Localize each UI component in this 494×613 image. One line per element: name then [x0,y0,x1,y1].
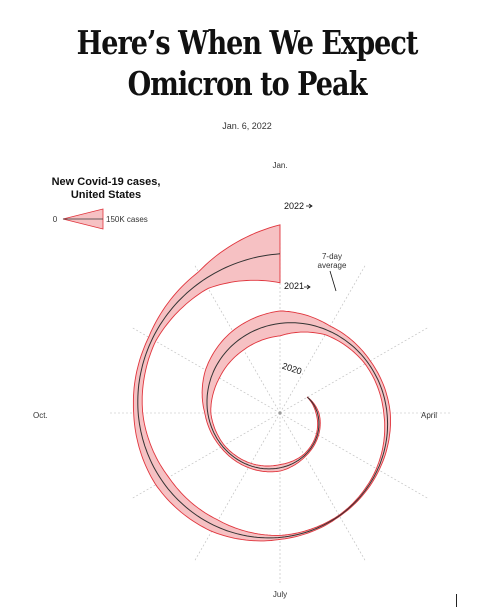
legend-min-label: 0 [53,215,58,224]
annotation-leader [329,270,337,292]
legend-wedge: 0 150K cases [53,208,148,230]
annotation-line2: average [318,261,347,270]
year-label-2021: 2021 [284,281,304,291]
year-arrow-2022 [306,203,313,209]
legend-title-line1: New Covid-19 cases, [51,176,161,188]
cases-band-area [132,224,391,542]
grid-spoke [279,412,366,561]
grid-spoke [279,327,428,414]
month-label-july: July [273,590,287,599]
spiral-center [278,411,282,415]
year-label-2022: 2022 [284,201,304,211]
year-arrow-2021 [304,284,311,290]
month-label-oct: Oct. [33,411,48,420]
title-text: Here’s When We Expect Omicron to Peak [76,23,419,103]
text-cursor [456,594,457,607]
seven-day-average-line [137,253,389,539]
month-label-jan: Jan. [272,161,287,170]
month-label-april: April [421,411,437,420]
grid-spoke [279,265,366,414]
year-labels: 2022 2021 2020 [281,201,313,377]
grid-spoke [194,412,281,561]
seven-day-average-annotation: 7-day average [318,252,347,292]
annotation-line1: 7-day [322,252,342,261]
legend-title: New Covid-19 cases, United States [36,176,176,202]
grid-spoke [279,412,428,499]
page-title: Here’s When We Expect Omicron to Peak [44,22,449,104]
cases-band [132,224,391,542]
month-labels: Jan. April July Oct. [33,161,437,599]
legend-max-label: 150K cases [106,215,148,224]
legend-title-line2: United States [70,189,142,201]
radial-grid [110,243,450,583]
publish-date: Jan. 6, 2022 [222,121,272,131]
year-label-2020: 2020 [281,361,303,377]
